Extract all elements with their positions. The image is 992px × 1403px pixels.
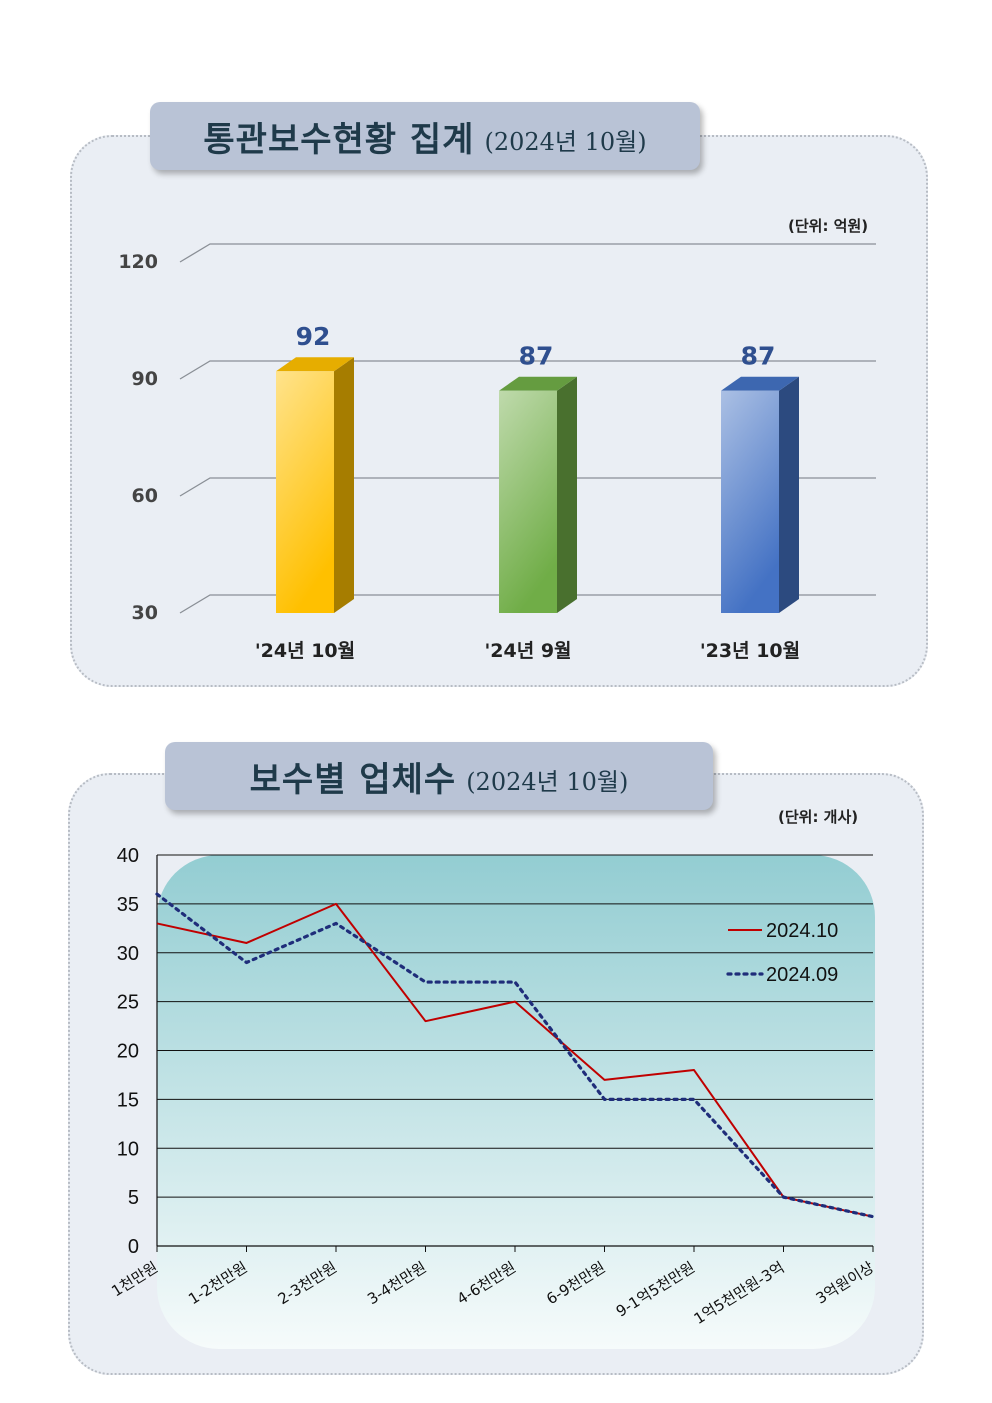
y-tick-label: 35 (117, 894, 139, 916)
y-tick-label: 20 (117, 1041, 139, 1063)
bar (721, 390, 779, 613)
chart2-unit: (단위: 개사) (778, 808, 859, 826)
y-tick-label: 30 (117, 943, 139, 965)
plot-background (157, 855, 875, 1349)
bar-top (276, 357, 354, 372)
chart2-title-box: 보수별 업체수 (2024년 10월) (165, 742, 713, 810)
y-tick-label: 120 (118, 251, 158, 273)
bar (499, 390, 557, 613)
x-category-label: '24년 9월 (484, 640, 571, 662)
y-tick-label: 90 (132, 368, 158, 390)
chart1-unit: (단위: 억원) (788, 217, 869, 235)
y-tick-label: 30 (132, 602, 158, 624)
chart1-title-box: 통관보수현황 집계 (2024년 10월) (150, 102, 700, 170)
y-gridline (179, 360, 876, 380)
chart2-title: 보수별 업체수 (249, 759, 457, 800)
legend-label: 2024.10 (766, 920, 838, 942)
y-gridline (179, 477, 876, 497)
y-gridline (179, 243, 876, 263)
chart2-subtitle: (2024년 10월) (466, 767, 629, 796)
bar-value-label: 87 (741, 342, 776, 371)
x-category-label: '24년 10월 (255, 640, 355, 662)
series-line-2024.10 (156, 902, 874, 1218)
y-tick-label: 15 (117, 1089, 139, 1111)
bar (276, 371, 334, 613)
y-gridline (179, 594, 876, 614)
bar-side (557, 376, 577, 613)
legend-label: 2024.09 (766, 964, 838, 986)
y-tick-label: 5 (128, 1187, 139, 1209)
y-tick-label: 10 (117, 1138, 139, 1160)
y-tick-label: 25 (117, 992, 139, 1014)
y-tick-label: 40 (117, 845, 139, 867)
bar-side (779, 376, 799, 613)
series-line-2024.09 (155, 892, 875, 1219)
y-tick-label: 0 (128, 1236, 139, 1258)
chart1-subtitle: (2024년 10월) (484, 127, 647, 156)
bar-top (721, 376, 799, 391)
y-tick-label: 60 (132, 485, 158, 507)
x-category-label: 1천만원 (108, 1258, 161, 1300)
x-category-label: '23년 10월 (700, 640, 800, 662)
bar-top (499, 376, 577, 391)
chart1-title: 통관보수현황 집계 (203, 119, 475, 160)
bar-value-label: 92 (296, 322, 331, 351)
bar-value-label: 87 (519, 342, 554, 371)
bar-side (334, 357, 354, 613)
